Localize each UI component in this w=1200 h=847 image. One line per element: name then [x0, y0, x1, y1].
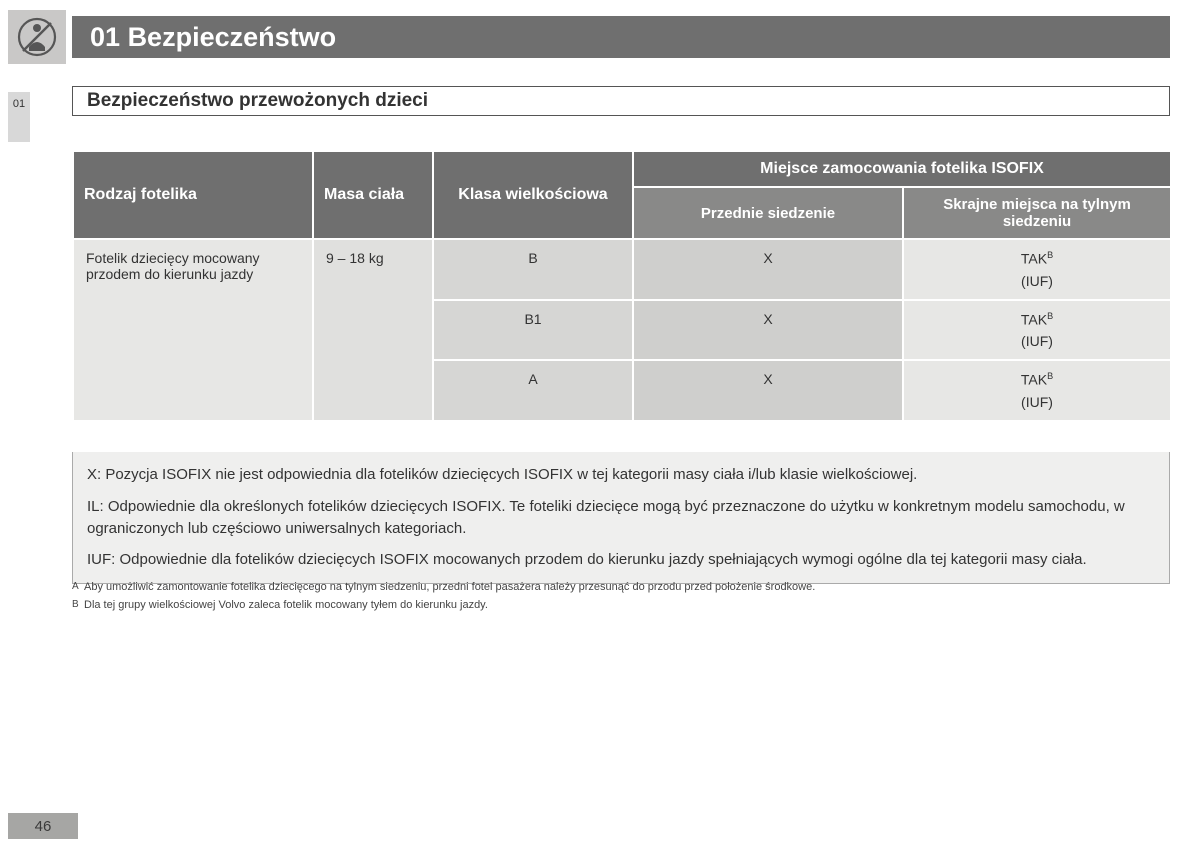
section-title-text: Bezpieczeństwo przewożonych dzieci: [87, 90, 428, 112]
col-mass: Masa ciała: [313, 151, 433, 239]
isofix-table: Rodzaj fotelika Masa ciała Klasa wielkoś…: [72, 150, 1172, 422]
col-type: Rodzaj fotelika: [73, 151, 313, 239]
side-tab: 01: [8, 92, 30, 142]
cell-type: Fotelik dziecięcy mocowany przodem do ki…: [73, 239, 313, 421]
chapter-number: 01: [90, 22, 120, 52]
chapter-header: 01 Bezpieczeństwo: [72, 16, 1170, 58]
table-row: Fotelik dziecięcy mocowany przodem do ki…: [73, 239, 1171, 300]
page-number: 46: [8, 813, 78, 839]
cell-class: B1: [433, 300, 633, 361]
legend-box: X: Pozycja ISOFIX nie jest odpowiednia d…: [72, 452, 1170, 584]
section-title: Bezpieczeństwo przewożonych dzieci: [72, 86, 1170, 116]
cell-rear: TAKB (IUF): [903, 360, 1171, 421]
legend-x: X: Pozycja ISOFIX nie jest odpowiednia d…: [87, 464, 1155, 486]
footnotes: AAby umożliwić zamontowanie fotelika dzi…: [72, 580, 1170, 616]
col-front: Przednie siedzenie: [633, 187, 903, 239]
legend-il: IL: Odpowiednie dla określonych fotelikó…: [87, 496, 1155, 540]
footnote-b: BDla tej grupy wielkościowej Volvo zalec…: [72, 598, 1170, 614]
cell-front: X: [633, 360, 903, 421]
seatbelt-warning-icon: [8, 10, 66, 64]
footnote-a: AAby umożliwić zamontowanie fotelika dzi…: [72, 580, 1170, 596]
legend-iuf: IUF: Odpowiednie dla fotelików dziecięcy…: [87, 549, 1155, 571]
col-isofix: Miejsce zamocowania fotelika ISOFIX: [633, 151, 1171, 187]
cell-rear: TAKB (IUF): [903, 239, 1171, 300]
chapter-title: Bezpieczeństwo: [128, 22, 337, 52]
col-rear: Skrajne miejsca na tylnym siedzeniu: [903, 187, 1171, 239]
cell-rear: TAKB (IUF): [903, 300, 1171, 361]
col-class: Klasa wielkościowa: [433, 151, 633, 239]
cell-front: X: [633, 239, 903, 300]
cell-class: B: [433, 239, 633, 300]
cell-mass: 9 – 18 kg: [313, 239, 433, 421]
cell-class: A: [433, 360, 633, 421]
page: 01 Bezpieczeństwo 01 Bezpieczeństwo prze…: [0, 0, 1200, 847]
cell-front: X: [633, 300, 903, 361]
